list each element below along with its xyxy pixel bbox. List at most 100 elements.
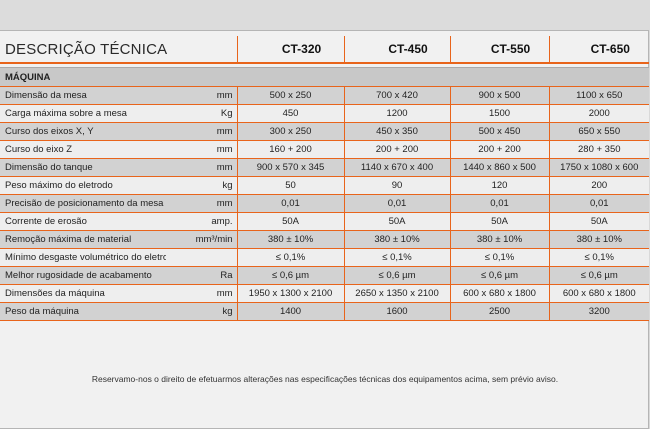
spec-value: ≤ 0,6 µm (343, 266, 451, 285)
spec-value: 1950 x 1300 x 2100 (236, 284, 345, 303)
spec-label: Remoção máxima de material (0, 230, 166, 249)
spec-value: 500 x 250 (236, 86, 345, 105)
table-row: Remoção máxima de material mm³/min 380 ± 1… (0, 230, 650, 249)
spec-value: 0,01 (236, 194, 345, 213)
table-row: Mínimo desgaste volumétrico do eletrodo ≤… (0, 248, 650, 267)
spec-value: 380 ± 10% (548, 230, 650, 249)
spec-unit: mm (166, 158, 238, 177)
spec-value: 50A (449, 212, 550, 231)
spec-unit: mm (166, 194, 238, 213)
spec-value: 2500 (449, 302, 550, 321)
spec-label: Melhor rugosidade de acabamento (0, 266, 166, 285)
table-row: Peso da máquina kg 1400 1600 2500 3200 (0, 302, 650, 321)
spec-unit: Ra (166, 266, 238, 285)
footer-note: Reservamo-nos o direito de efetuarmos al… (91, 374, 559, 384)
spec-value: 160 + 200 (236, 140, 345, 159)
spec-value: 1140 x 670 x 400 (343, 158, 451, 177)
spec-label: Dimensão da mesa (0, 86, 166, 105)
table-row: Dimensões da máquina mm 1950 x 1300 x 2100… (0, 284, 650, 303)
spec-unit: mm (166, 86, 238, 105)
spec-value: 2000 (548, 104, 650, 123)
spec-unit: kg (166, 176, 238, 195)
table-row: Peso máximo do eletrodo kg 50 90 120 200 (0, 176, 650, 195)
table-row: Melhor rugosidade de acabamento Ra ≤ 0,6 µ… (0, 266, 650, 285)
spec-unit: Kg (166, 104, 238, 123)
spec-value: 380 ± 10% (236, 230, 345, 249)
spec-label: Dimensões da máquina (0, 284, 166, 303)
spec-table: DESCRIÇÃO TÉCNICA CT-320 CT-450 CT-550 C… (0, 36, 650, 321)
spec-value: 50A (236, 212, 345, 231)
spec-value: 300 x 250 (236, 122, 345, 141)
table-header: DESCRIÇÃO TÉCNICA CT-320 CT-450 CT-550 C… (0, 36, 650, 64)
section-title: MÁQUINA (0, 67, 650, 87)
spec-value: 50A (548, 212, 650, 231)
model-header: CT-450 (343, 36, 451, 64)
spec-label: Peso da máquina (0, 302, 166, 321)
spec-value: 90 (343, 176, 451, 195)
spec-unit: mm (166, 122, 238, 141)
spec-label: Carga máxima sobre a mesa (0, 104, 166, 123)
table-row: Corrente de erosão amp. 50A 50A 50A 50A (0, 212, 650, 231)
spec-label: Precisão de posicionamento da mesa (0, 194, 166, 213)
spec-value: 200 (548, 176, 650, 195)
spec-value: 200 + 200 (449, 140, 550, 159)
spec-value: ≤ 0,6 µm (236, 266, 345, 285)
spec-value: 50A (343, 212, 451, 231)
spec-value: ≤ 0,6 µm (449, 266, 550, 285)
spec-label: Mínimo desgaste volumétrico do eletrodo (0, 248, 166, 267)
spec-value: ≤ 0,1% (548, 248, 650, 267)
spec-value: 1600 (343, 302, 451, 321)
table-title: DESCRIÇÃO TÉCNICA (0, 36, 238, 64)
table-row: Dimensão do tanque mm 900 x 570 x 345 1140 … (0, 158, 650, 177)
spec-value: 500 x 450 (449, 122, 550, 141)
model-header: CT-320 (236, 36, 345, 64)
table-row: Precisão de posicionamento da mesa mm 0,01… (0, 194, 650, 213)
spec-value: 900 x 570 x 345 (236, 158, 345, 177)
model-header: CT-550 (449, 36, 550, 64)
spec-value: 120 (449, 176, 550, 195)
model-header: CT-650 (548, 36, 650, 64)
table-row: Carga máxima sobre a mesa Kg 450 1200 1500 20… (0, 104, 650, 123)
spec-label: Dimensão do tanque (0, 158, 166, 177)
spec-value: 0,01 (449, 194, 550, 213)
spec-value: 1500 (449, 104, 550, 123)
spec-value: 2650 x 1350 x 2100 (343, 284, 451, 303)
spec-value: 1750 x 1080 x 600 (548, 158, 650, 177)
spec-value: 450 x 350 (343, 122, 451, 141)
spec-value: 280 + 350 (548, 140, 650, 159)
spec-value: 600 x 680 x 1800 (548, 284, 650, 303)
spec-value: 1440 x 860 x 500 (449, 158, 550, 177)
spec-value: 900 x 500 (449, 86, 550, 105)
spec-value: ≤ 0,1% (236, 248, 345, 267)
spec-label: Curso dos eixos X, Y (0, 122, 166, 141)
spec-value: 380 ± 10% (449, 230, 550, 249)
spec-value: 600 x 680 x 1800 (449, 284, 550, 303)
spec-unit (166, 248, 238, 267)
spec-unit: kg (166, 302, 238, 321)
spec-unit: mm (166, 284, 238, 303)
spec-value: 700 x 420 (343, 86, 451, 105)
spec-label: Curso do eixo Z (0, 140, 166, 159)
spec-value: 450 (236, 104, 345, 123)
spec-value: 380 ± 10% (343, 230, 451, 249)
spec-unit: mm³/min (166, 230, 238, 249)
spec-value: 3200 (548, 302, 650, 321)
section-row: MÁQUINA (0, 67, 650, 87)
spec-unit: mm (166, 140, 238, 159)
spec-value: 1400 (236, 302, 345, 321)
spec-value: 1100 x 650 (548, 86, 650, 105)
spec-label: Peso máximo do eletrodo (0, 176, 166, 195)
spec-label: Corrente de erosão (0, 212, 166, 231)
spec-value: 1200 (343, 104, 451, 123)
spec-value: 650 x 550 (548, 122, 650, 141)
spec-value: ≤ 0,6 µm (548, 266, 650, 285)
top-band (0, 0, 650, 30)
spec-value: 0,01 (343, 194, 451, 213)
spec-value: ≤ 0,1% (449, 248, 550, 267)
table-row: Dimensão da mesa mm 500 x 250 700 x 420 900 … (0, 86, 650, 105)
spec-unit: amp. (166, 212, 238, 231)
spec-value: 200 + 200 (343, 140, 451, 159)
